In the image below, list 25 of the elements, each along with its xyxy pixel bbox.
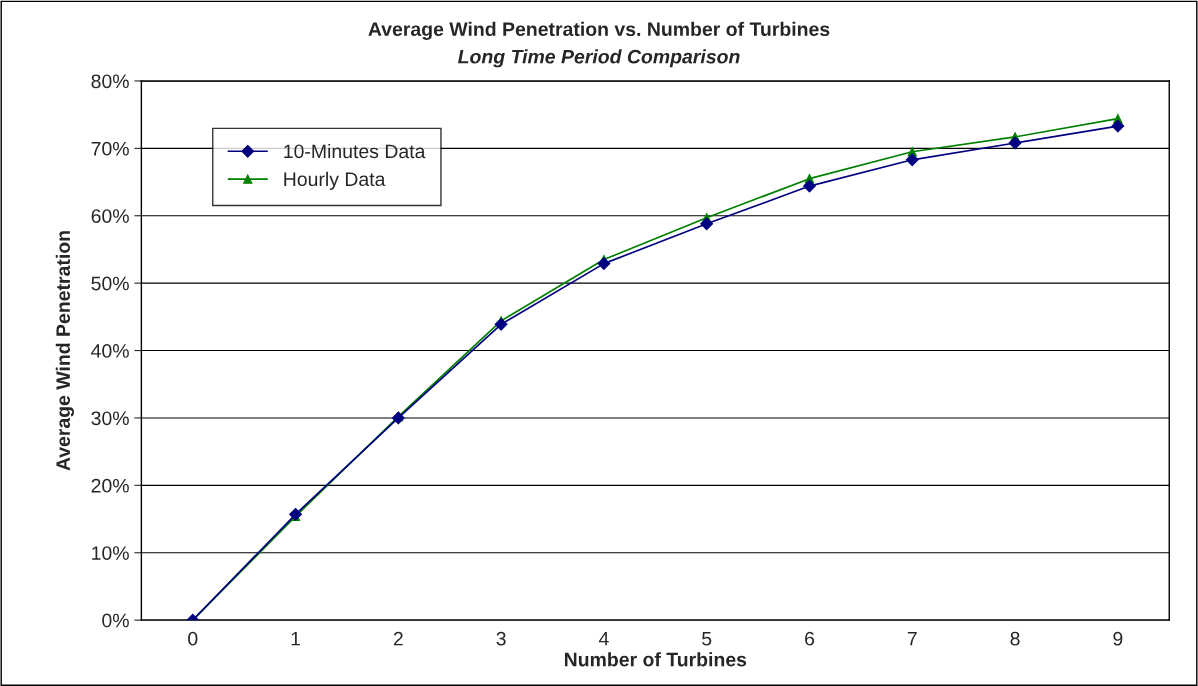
- legend-label: Hourly Data: [284, 171, 386, 190]
- x-tick-label: 4: [598, 631, 609, 646]
- y-tick-label: 0%: [102, 613, 129, 628]
- chart-title: Average Wind Penetration vs. Number of Turbines: [368, 21, 830, 40]
- y-tick-label: 30%: [91, 411, 129, 426]
- x-tick-label: 8: [1010, 631, 1020, 646]
- chart-subtitle: Long Time Period Comparison: [458, 49, 740, 68]
- x-tick-label: 2: [393, 631, 403, 646]
- y-tick-label: 80%: [91, 74, 129, 89]
- x-tick-label: 3: [496, 631, 506, 646]
- x-tick-label: 5: [702, 631, 712, 646]
- y-axis-title: Average Wind Penetration: [55, 231, 74, 471]
- y-tick-label: 60%: [91, 209, 129, 223]
- x-axis-title: Number of Turbines: [564, 652, 747, 667]
- x-tick-label: 9: [1113, 631, 1123, 646]
- legend-label: 10-Minutes Data: [284, 143, 426, 159]
- x-tick-label: 1: [291, 631, 301, 646]
- y-tick-label: 70%: [91, 141, 129, 156]
- x-tick-label: 7: [907, 631, 917, 646]
- x-tick-label: 6: [805, 631, 815, 646]
- y-tick-label: 20%: [91, 478, 129, 493]
- y-tick-label: 10%: [92, 546, 129, 560]
- x-tick-label: 0: [188, 631, 198, 646]
- y-tick-label: 50%: [91, 276, 129, 291]
- y-tick-label: 40%: [91, 344, 129, 358]
